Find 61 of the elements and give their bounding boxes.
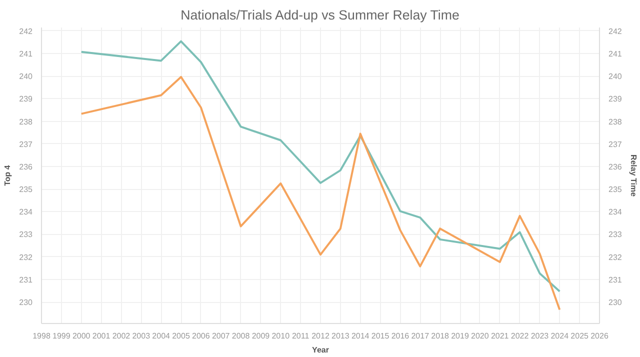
x-tick-label: 2018 [431, 332, 450, 340]
x-tick-label: 2020 [471, 332, 490, 340]
x-tick-label: 2021 [490, 332, 510, 340]
x-tick-label: 2013 [332, 332, 350, 340]
y2-tick-label: 234 [608, 208, 622, 217]
y2-tick-label: 240 [608, 72, 622, 82]
x-tick-label: 2003 [132, 332, 151, 340]
x-tick-label: 2017 [411, 332, 430, 340]
x-tick-label: 2007 [212, 332, 230, 340]
y2-tick-label: 235 [608, 185, 622, 194]
y2-tick-label: 241 [608, 49, 622, 58]
y2-tick-label: 231 [608, 275, 622, 284]
chart-title: Nationals/Trials Add-up vs Summer Relay Time [180, 8, 460, 22]
x-tick-label: 2008 [232, 332, 250, 340]
x-tick-label: 2004 [152, 332, 171, 340]
y2-axis-title: Relay Time [628, 154, 638, 198]
x-tick-label: 2023 [530, 332, 550, 340]
y2-tick-label: 239 [608, 94, 622, 104]
x-tick-label: 2006 [192, 332, 210, 340]
x-tick-label: 2019 [451, 332, 470, 340]
y2-tick-label: 233 [608, 230, 622, 240]
y-tick-label: 242 [19, 26, 34, 36]
y-tick-label: 239 [19, 94, 34, 104]
y2-tick-label: 230 [608, 298, 622, 308]
x-tick-label: 2011 [292, 332, 310, 340]
x-tick-label: 2024 [550, 332, 570, 340]
y-tick-label: 236 [19, 162, 34, 172]
x-tick-label: 1999 [52, 332, 71, 340]
y-tick-label: 230 [19, 298, 34, 308]
y2-tick-label: 242 [608, 26, 622, 36]
y2-tick-label: 238 [608, 117, 622, 126]
y2-tick-label: 237 [608, 140, 622, 149]
x-tick-label: 2016 [391, 332, 410, 340]
x-axis-title: Year [312, 346, 329, 354]
x-tick-label: 2010 [272, 332, 290, 340]
line-series [80, 40, 561, 292]
line-series [80, 76, 561, 311]
x-tick-label: 2005 [172, 332, 190, 340]
y-tick-label: 241 [19, 49, 34, 58]
x-tick-label: 2001 [92, 332, 111, 340]
x-tick-label: 2002 [112, 332, 131, 340]
y2-tick-label: 236 [608, 162, 622, 172]
x-tick-label: 2009 [252, 332, 270, 340]
y-tick-label: 240 [19, 72, 34, 82]
x-tick-label: 2026 [590, 332, 609, 340]
x-tick-label: 1998 [32, 332, 51, 340]
x-tick-label: 2012 [312, 332, 330, 340]
y-tick-label: 235 [19, 185, 34, 194]
x-tick-label: 2015 [371, 332, 390, 340]
x-tick-label: 2014 [351, 332, 370, 340]
y-tick-label: 234 [19, 208, 34, 217]
x-tick-label: 2025 [570, 332, 590, 340]
y-tick-label: 237 [19, 140, 34, 149]
y-tick-label: 231 [19, 275, 34, 284]
y-tick-label: 238 [19, 117, 34, 126]
x-tick-label: 2022 [510, 332, 530, 340]
x-tick-label: 2000 [72, 332, 91, 340]
y2-tick-label: 232 [608, 252, 622, 262]
y-axis-title: Top 4 [3, 164, 12, 186]
y-tick-label: 233 [19, 230, 34, 240]
y-tick-label: 232 [19, 252, 34, 262]
